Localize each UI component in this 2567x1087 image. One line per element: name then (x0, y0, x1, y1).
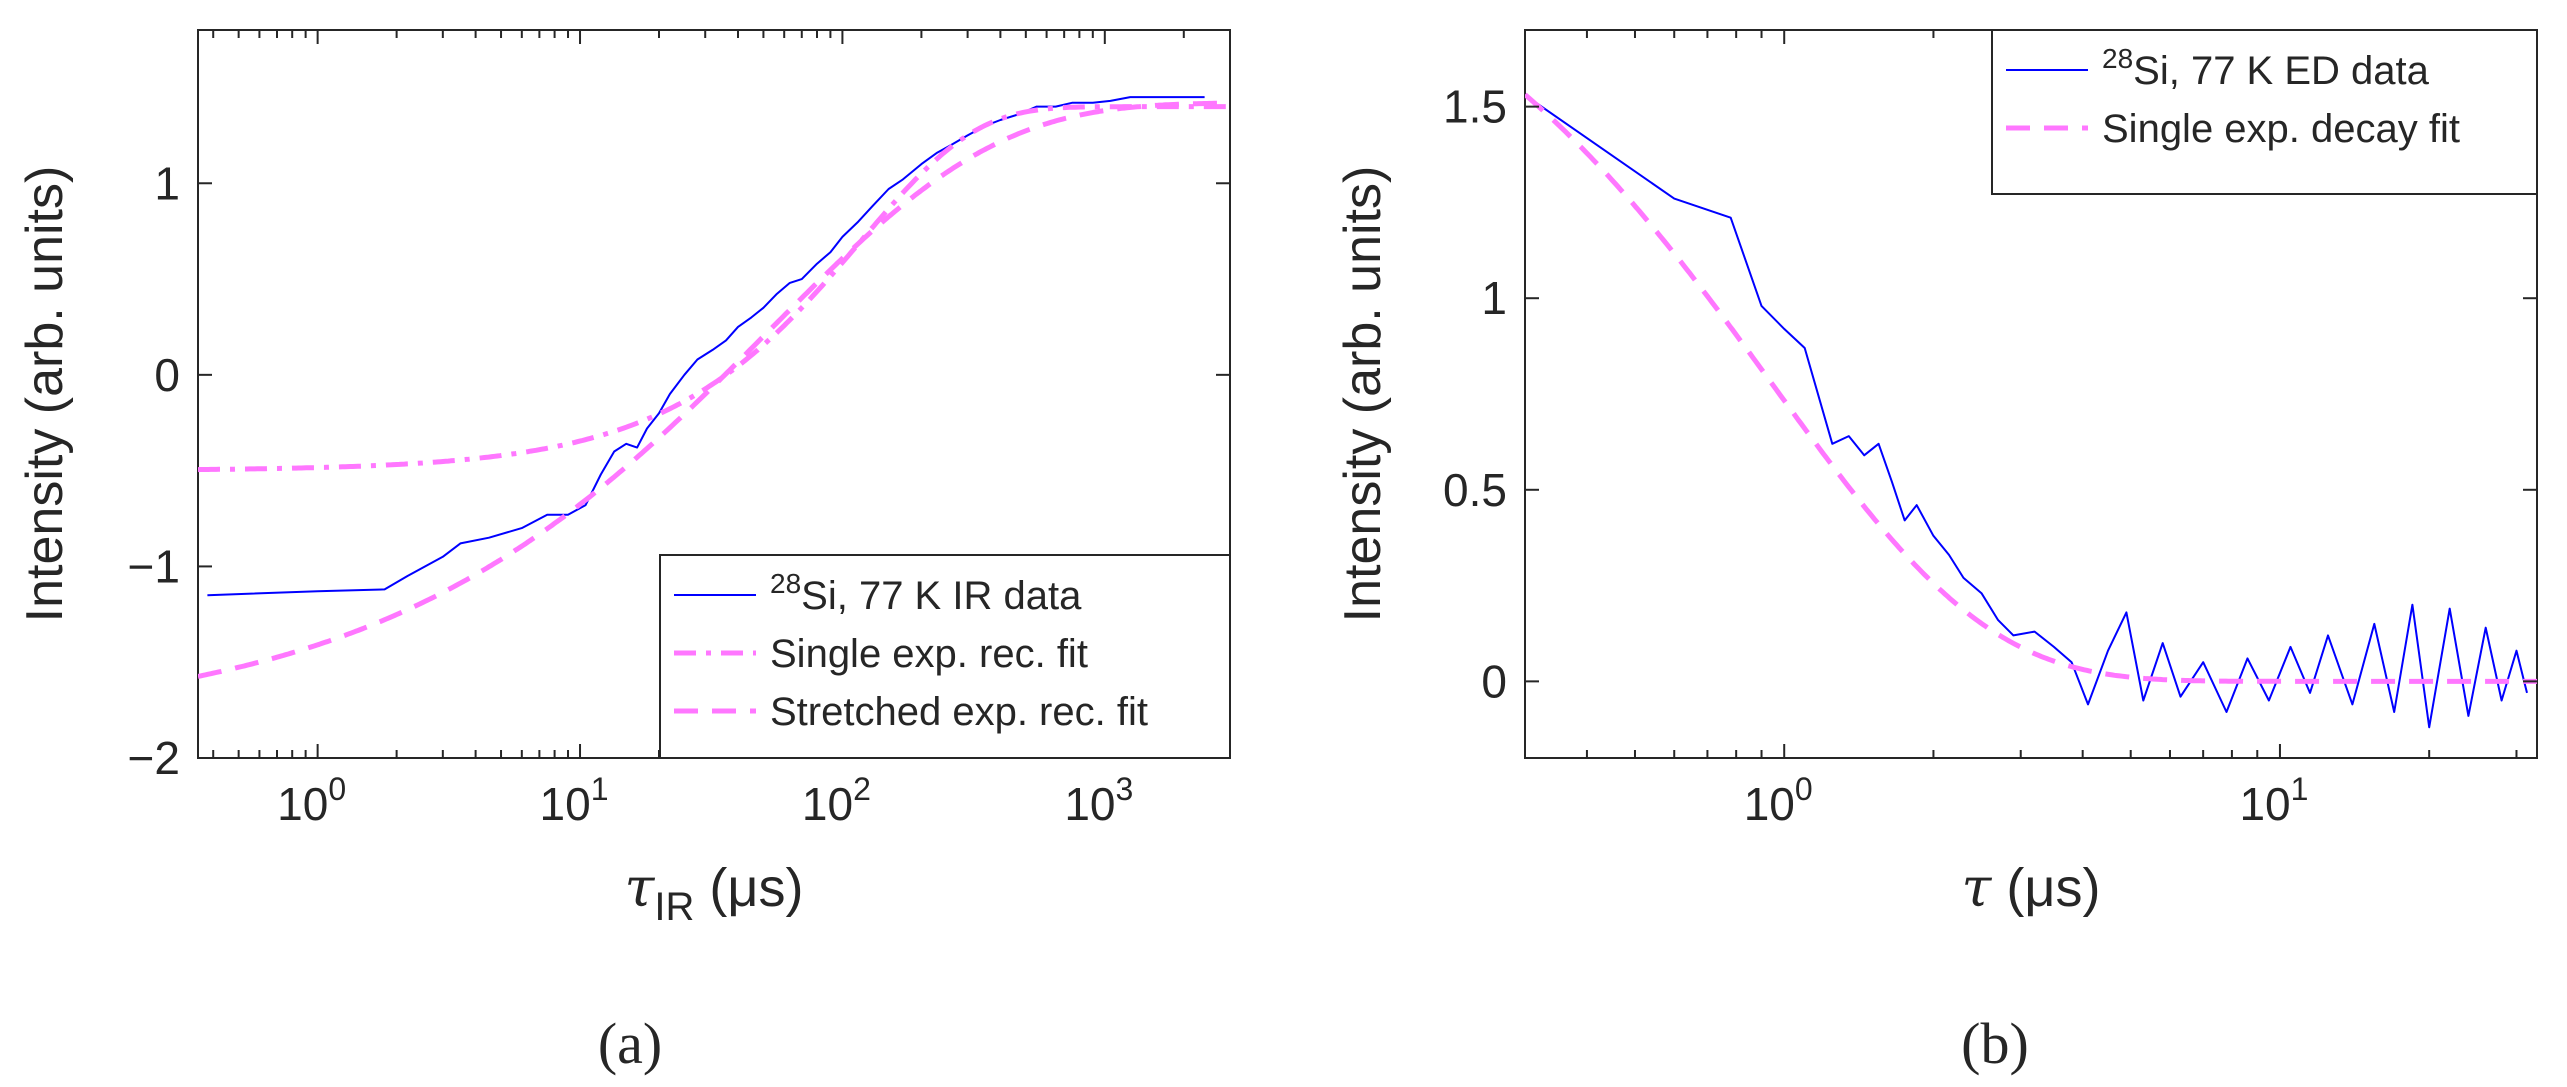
chart-panel-b: 100 101 0 0.5 1 1.5 Intensity (arb. units) τ (μ… (1334, 29, 2538, 1076)
panel-label: (b) (1961, 1011, 2029, 1076)
y-tick-label: 0 (154, 349, 180, 401)
legend: 28Si, 77 K IR data Single exp. rec. fit St… (659, 554, 1231, 759)
legend-box (1991, 29, 2538, 195)
x-axis-label: τIR (μs) (625, 856, 804, 929)
x-tick-label: 100 (1744, 771, 1813, 830)
x-tick-label: 102 (802, 771, 871, 830)
legend-entry: Stretched exp. rec. fit (770, 690, 1148, 734)
series-data (207, 96, 1205, 597)
y-tick-label: 1 (154, 157, 180, 209)
x-axis-label: τ (μs) (1962, 856, 2101, 919)
y-axis-label: Intensity (arb. units) (1334, 166, 1392, 623)
y-tick-label: 1.5 (1443, 81, 1507, 133)
x-tick-label: 103 (1064, 771, 1133, 830)
legend-entry: Single exp. decay fit (2102, 107, 2460, 151)
legend-box (659, 554, 1231, 759)
legend-entry: 28Si, 77 K ED data (2102, 43, 2430, 93)
series-data (1525, 94, 2528, 729)
x-tick-label: 100 (277, 771, 346, 830)
legend-entry: 28Si, 77 K IR data (770, 568, 1082, 618)
y-tick-label: 0.5 (1443, 464, 1507, 516)
legend: 28Si, 77 K ED data Single exp. decay fit (1991, 29, 2538, 195)
panel-label: (a) (598, 1011, 662, 1076)
y-tick-label: −2 (128, 732, 180, 784)
y-tick-label: 0 (1481, 655, 1507, 707)
plot-area (198, 96, 1230, 679)
y-tick-label: 1 (1481, 272, 1507, 324)
plot-area (1525, 92, 2537, 729)
chart-panel-a: 100 101 102 103 −2 −1 0 1 Intensity (arb. units)… (16, 29, 1231, 1076)
y-tick-label: −1 (128, 540, 180, 592)
series-single-fit (198, 104, 1230, 473)
x-tick-label: 101 (2239, 771, 2308, 830)
series-stretched-fit (198, 100, 1230, 679)
y-axis-label: Intensity (arb. units) (16, 166, 74, 623)
legend-entry: Single exp. rec. fit (770, 632, 1088, 676)
x-tick-label: 101 (540, 771, 609, 830)
series-decay-fit (1525, 92, 2537, 684)
